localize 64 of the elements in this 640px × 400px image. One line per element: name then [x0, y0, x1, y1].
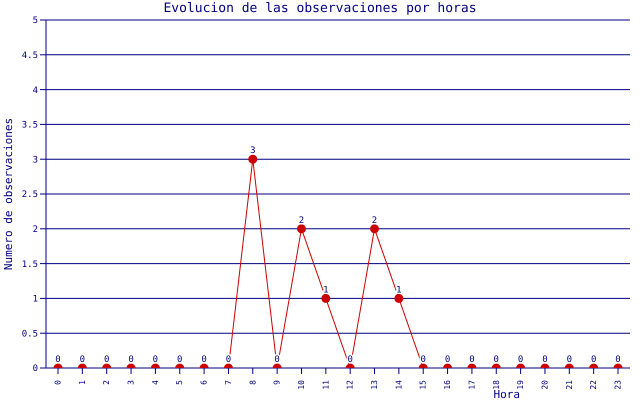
- data-label: 0: [201, 355, 207, 365]
- x-tick-label: 18: [492, 380, 501, 390]
- x-tick-label: 14: [394, 380, 404, 390]
- data-label: 0: [152, 355, 158, 365]
- data-label: 0: [444, 355, 450, 365]
- data-label: 0: [518, 355, 524, 365]
- y-tick-label: 3.5: [22, 120, 38, 131]
- data-label: 2: [298, 216, 304, 226]
- data-label: 3: [250, 146, 256, 156]
- data-label: 0: [469, 355, 475, 365]
- y-tick-label: 3: [32, 155, 38, 166]
- x-tick-label: 22: [589, 380, 598, 390]
- x-tick-label: 10: [296, 380, 306, 390]
- x-tick-label: 8: [248, 380, 258, 385]
- chart-title: Evolucion de las observaciones por horas: [162, 1, 478, 16]
- x-tick-label: 2: [102, 380, 112, 385]
- y-tick-label: 2.5: [22, 190, 38, 200]
- data-label: 0: [104, 355, 110, 365]
- x-tick-label: 13: [370, 380, 380, 390]
- x-tick-label: 9: [272, 380, 282, 385]
- data-label: 0: [128, 355, 134, 365]
- y-tick-label: 0: [32, 364, 38, 374]
- x-tick-label: 4: [150, 380, 160, 385]
- point: [394, 294, 404, 303]
- data-label: 0: [494, 355, 499, 365]
- x-tick-label: 11: [321, 380, 330, 390]
- y-axis-title: Numero de observaciones: [2, 118, 15, 270]
- point: [296, 224, 306, 234]
- x-axis-title: Hora: [494, 388, 520, 400]
- data-label: 1: [396, 285, 402, 296]
- y-tick-label: 0.5: [22, 329, 38, 340]
- x-tick-label: 23: [614, 380, 622, 390]
- x-tick-label: 6: [200, 380, 209, 385]
- point: [321, 294, 330, 303]
- point: [248, 154, 258, 164]
- x-tick-label: 20: [540, 380, 550, 390]
- data-label: 0: [177, 355, 182, 365]
- data-label: 0: [55, 355, 61, 365]
- x-tick-label: 19: [516, 380, 526, 390]
- x-tick-label: 5: [175, 380, 184, 385]
- y-tick-label: 4: [32, 86, 38, 96]
- data-label: 1: [323, 285, 329, 296]
- x-tick-label: 16: [443, 380, 452, 390]
- data-label: 0: [420, 355, 426, 365]
- data-label: 0: [615, 355, 621, 365]
- x-tick-label: 21: [564, 380, 574, 390]
- y-tick-label: 2: [32, 224, 38, 235]
- data-label: 0: [80, 355, 86, 365]
- y-tick-label: 4.5: [22, 50, 38, 61]
- x-tick-label: 15: [418, 380, 428, 390]
- x-tick-label: 3: [126, 380, 136, 385]
- x-tick-label: 1: [78, 380, 87, 385]
- data-label: 0: [566, 355, 572, 365]
- data-label: 0: [542, 355, 548, 365]
- y-tick-label: 5: [32, 16, 38, 26]
- y-tick-label: 1: [32, 294, 38, 305]
- data-label: 2: [372, 216, 378, 226]
- x-tick-label: 0: [54, 380, 62, 385]
- point: [370, 224, 380, 234]
- x-tick-label: 7: [224, 380, 233, 385]
- x-tick-label: 17: [467, 380, 476, 390]
- y-tick-label: 1.5: [22, 260, 38, 270]
- data-label: 0: [590, 355, 596, 365]
- x-tick-label: 12: [346, 380, 355, 390]
